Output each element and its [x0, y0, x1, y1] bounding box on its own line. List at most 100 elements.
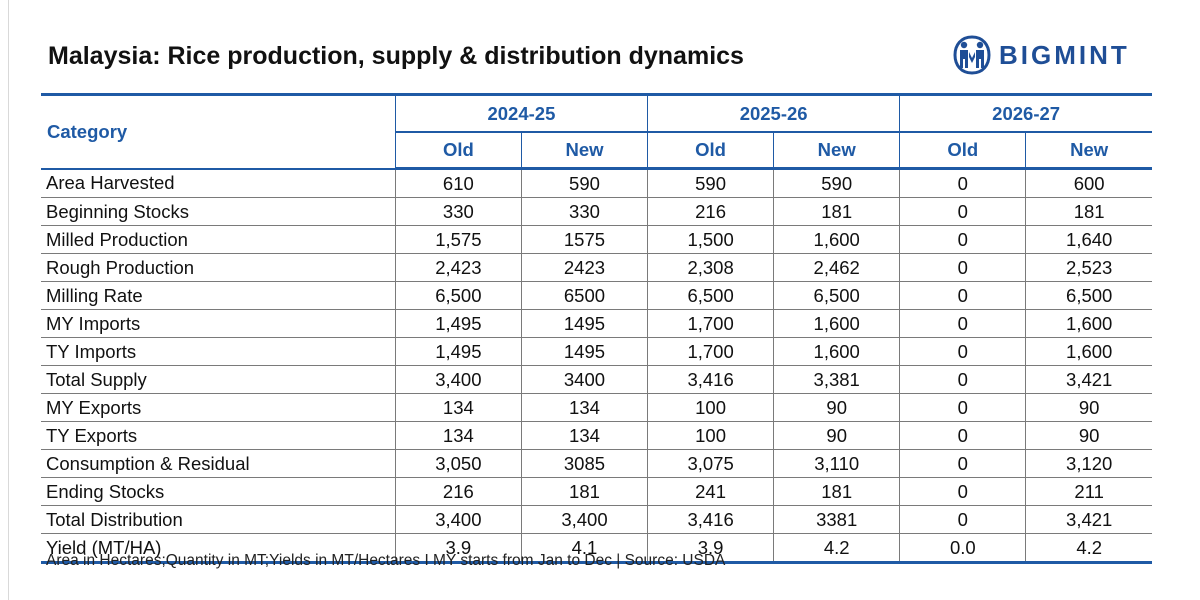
table-cell: 590	[773, 168, 900, 198]
table-cell: 6500	[520, 281, 648, 310]
year-header-2025-26: 2025-26	[647, 93, 900, 133]
table-cell: 590	[647, 168, 774, 198]
table-cell: 4.2	[773, 533, 900, 564]
table-cell: 3,421	[1025, 365, 1152, 394]
table-cell: 3,416	[647, 505, 774, 534]
table-cell: 1,495	[394, 309, 522, 338]
table-cell: 1,640	[1025, 225, 1152, 254]
table-cell: 6,500	[1025, 281, 1152, 310]
table-cell: 1,600	[1025, 337, 1152, 366]
table-cell: 3,120	[1025, 449, 1152, 478]
table-cell: 3.9	[394, 533, 522, 564]
rice-psd-table: Category 2024-25 2025-26 2026-27 Old New…	[41, 93, 1152, 564]
table-cell: 181	[773, 197, 900, 226]
table-cell: 1,600	[1025, 309, 1152, 338]
table-row: TY Imports 1,495 1495 1,700 1,600 0 1,60…	[41, 337, 1152, 366]
table-cell: 3,416	[647, 365, 774, 394]
table-cell: 3,400	[520, 505, 648, 534]
table-cell: 90	[773, 393, 900, 422]
table-cell: 0	[899, 253, 1026, 282]
row-label: Beginning Stocks	[41, 197, 396, 226]
row-label: Total Supply	[41, 365, 396, 394]
left-divider-line	[8, 0, 9, 600]
table-cell: 330	[394, 197, 522, 226]
table-cell: 1,600	[773, 309, 900, 338]
sub-header-new: New	[773, 132, 900, 170]
table-cell: 90	[1025, 421, 1152, 450]
table-cell: 0	[899, 309, 1026, 338]
table-row: Total Distribution 3,400 3,400 3,416 338…	[41, 505, 1152, 534]
footnote: Area in Hectares;Quantity in MT;Yields i…	[46, 552, 726, 569]
table-cell: 0	[899, 168, 1026, 198]
table-cell: 1,500	[647, 225, 774, 254]
category-header: Category	[41, 93, 396, 170]
table-cell: 2,523	[1025, 253, 1152, 282]
table-cell: 6,500	[647, 281, 774, 310]
sub-header-new: New	[1025, 132, 1152, 170]
bigmint-logo-icon	[953, 35, 991, 75]
table-cell: 216	[647, 197, 774, 226]
table-cell: 1495	[520, 337, 648, 366]
table-cell: 3085	[520, 449, 648, 478]
row-label: MY Exports	[41, 393, 396, 422]
table-cell: 330	[520, 197, 648, 226]
table-cell: 134	[394, 393, 522, 422]
row-label: Yield (MT/HA)	[41, 533, 396, 564]
table-row: Consumption & Residual 3,050 3085 3,075 …	[41, 449, 1152, 478]
table-row: Yield (MT/HA) 3.9 4.1 3.9 4.2 0.0 4.2	[41, 533, 1152, 564]
table-cell: 134	[394, 421, 522, 450]
table-cell: 3400	[520, 365, 648, 394]
sub-header-old: Old	[899, 132, 1026, 170]
table-row: MY Imports 1,495 1495 1,700 1,600 0 1,60…	[41, 309, 1152, 338]
page-title: Malaysia: Rice production, supply & dist…	[48, 42, 744, 70]
table-cell: 3.9	[647, 533, 774, 564]
table-cell: 6,500	[773, 281, 900, 310]
row-label: Area Harvested	[41, 168, 396, 198]
table-cell: 134	[520, 393, 648, 422]
table-cell: 0	[899, 505, 1026, 534]
table-row: MY Exports 134 134 100 90 0 90	[41, 393, 1152, 422]
table-cell: 3,050	[394, 449, 522, 478]
year-header-2024-25: 2024-25	[394, 93, 648, 133]
table-cell: 0	[899, 365, 1026, 394]
table-cell: 3381	[773, 505, 900, 534]
table-cell: 0	[899, 449, 1026, 478]
row-label: Milling Rate	[41, 281, 396, 310]
table-row: Area Harvested 610 590 590 590 0 600	[41, 168, 1152, 198]
table-cell: 1,600	[773, 225, 900, 254]
table-cell: 100	[647, 393, 774, 422]
table-cell: 1,700	[647, 337, 774, 366]
table-cell: 211	[1025, 477, 1152, 506]
brand-logo: BIGMINT	[953, 34, 1130, 76]
year-header-2026-27: 2026-27	[899, 93, 1152, 133]
table-cell: 1,575	[394, 225, 522, 254]
table-cell: 1,600	[773, 337, 900, 366]
table-cell: 3,381	[773, 365, 900, 394]
table-cell: 2,308	[647, 253, 774, 282]
table-row: Milling Rate 6,500 6500 6,500 6,500 0 6,…	[41, 281, 1152, 310]
table-row: Milled Production 1,575 1575 1,500 1,600…	[41, 225, 1152, 254]
table-row: Beginning Stocks 330 330 216 181 0 181	[41, 197, 1152, 226]
table-cell: 610	[394, 168, 522, 198]
table-cell: 181	[773, 477, 900, 506]
table-cell: 6,500	[394, 281, 522, 310]
table-cell: 90	[773, 421, 900, 450]
row-label: Total Distribution	[41, 505, 396, 534]
table-cell: 0	[899, 337, 1026, 366]
table-cell: 0	[899, 197, 1026, 226]
table-cell: 0.0	[899, 533, 1026, 564]
table-cell: 1,495	[394, 337, 522, 366]
table-cell: 0	[899, 393, 1026, 422]
table-cell: 100	[647, 421, 774, 450]
table-cell: 90	[1025, 393, 1152, 422]
row-label: Rough Production	[41, 253, 396, 282]
table-cell: 3,400	[394, 365, 522, 394]
table-cell: 590	[520, 168, 648, 198]
table-cell: 4.2	[1025, 533, 1152, 564]
table-row: TY Exports 134 134 100 90 0 90	[41, 421, 1152, 450]
table-cell: 3,421	[1025, 505, 1152, 534]
table-cell: 1,700	[647, 309, 774, 338]
table-cell: 1575	[520, 225, 648, 254]
table-row: Ending Stocks 216 181 241 181 0 211	[41, 477, 1152, 506]
table-cell: 0	[899, 281, 1026, 310]
